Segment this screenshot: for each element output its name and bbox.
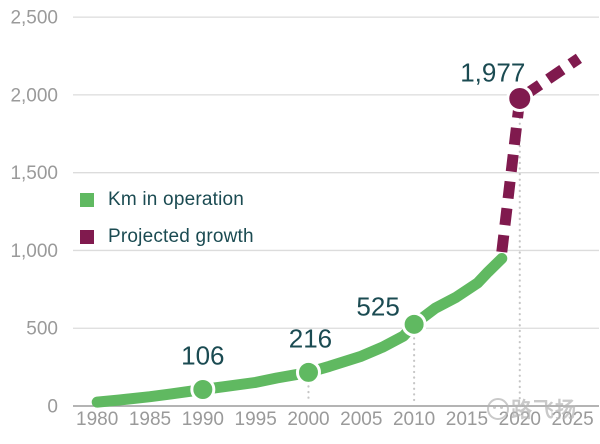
series-line-projected-growth [496, 53, 582, 253]
marker-2000 [295, 359, 321, 385]
x-tick-label-1990: 1990 [182, 409, 224, 430]
legend-item-km-in-operation: Km in operation [80, 189, 254, 211]
y-tick-label-0: 0 [47, 397, 58, 418]
chart-legend: Km in operation Projected growth [80, 189, 254, 263]
x-tick-label-1985: 1985 [129, 409, 171, 430]
x-tick-label-2005: 2005 [340, 409, 382, 430]
y-tick-label-2,000: 2,000 [10, 85, 58, 106]
data-label-2000: 216 [289, 323, 332, 353]
marker-1990 [190, 377, 216, 403]
marker-2020 [506, 84, 534, 112]
y-tick-label-1,000: 1,000 [10, 241, 58, 262]
data-label-1990: 106 [181, 341, 224, 371]
x-tick-label-1980: 1980 [76, 409, 118, 430]
x-tick-label-2025: 2025 [551, 409, 593, 430]
marker-2010 [401, 311, 427, 337]
y-tick-label-500: 500 [26, 319, 58, 340]
legend-label: Projected growth [108, 226, 254, 247]
data-label-2010: 525 [356, 291, 399, 321]
x-tick-label-2020: 2020 [499, 409, 541, 430]
x-tick-label-2000: 2000 [287, 409, 329, 430]
legend-item-projected-growth: Projected growth [80, 226, 254, 248]
x-tick-label-1995: 1995 [235, 409, 277, 430]
x-tick-label-2015: 2015 [446, 409, 488, 430]
legend-label: Km in operation [108, 189, 245, 210]
series-line-km-in-operation [91, 253, 508, 408]
data-label-2020: 1,977 [460, 57, 525, 87]
y-tick-label-1,500: 1,500 [10, 163, 58, 184]
y-tick-label-2,500: 2,500 [10, 8, 58, 29]
projected-growth-swatch-icon [80, 230, 94, 244]
km-in-operation-swatch-icon [80, 193, 94, 207]
x-tick-label-2010: 2010 [393, 409, 435, 430]
